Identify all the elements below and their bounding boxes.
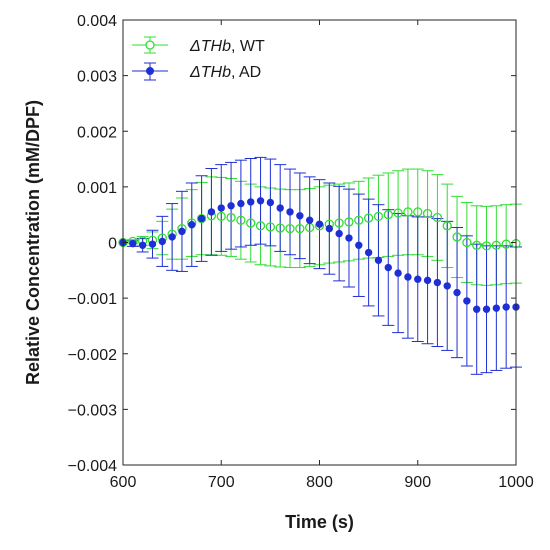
point-wt <box>216 211 226 222</box>
point-wt <box>334 218 344 228</box>
y-tick-label: 0 <box>108 236 117 253</box>
point-ad <box>355 241 363 249</box>
point-ad <box>148 240 157 248</box>
point-wt <box>413 207 423 217</box>
legend-suffix-wt: , WT <box>231 38 265 55</box>
point-ad <box>473 305 481 313</box>
point-ad <box>414 275 422 283</box>
legend-suffix-ad: , AD <box>231 64 261 81</box>
y-tick-label: 0.001 <box>77 180 117 197</box>
markers <box>118 197 521 313</box>
y-tick-label: −0.004 <box>68 458 117 475</box>
y-tick-label: 0.003 <box>77 69 117 86</box>
x-tick-label: 600 <box>110 474 137 491</box>
point-ad <box>433 278 442 287</box>
legend: ΔTHb, WT ΔTHb, AD <box>132 36 265 81</box>
point-ad <box>168 233 176 241</box>
point-wt <box>432 212 443 223</box>
point-wt <box>236 215 246 225</box>
legend-marker-wt <box>132 36 168 54</box>
point-wt <box>491 240 502 250</box>
point-ad <box>227 202 235 210</box>
point-ad <box>197 214 206 223</box>
point-wt <box>265 222 276 232</box>
y-tick-labels: 0.004 0.003 0.002 0.001 0 −0.001 −0.002 −0.003 −… <box>68 13 117 475</box>
legend-symbol-wt: ΔTHb <box>189 38 231 55</box>
point-ad <box>158 237 166 246</box>
point-wt <box>363 213 374 223</box>
point-wt <box>373 211 384 222</box>
point-ad <box>286 208 294 216</box>
point-wt <box>246 218 256 228</box>
x-tick-label: 900 <box>404 474 431 491</box>
point-ad <box>423 276 432 285</box>
point-wt <box>226 212 236 223</box>
point-ad <box>325 224 334 233</box>
point-ad <box>364 248 373 257</box>
point-ad <box>463 297 471 305</box>
point-ad <box>207 208 216 216</box>
y-tick-label: −0.003 <box>68 402 117 419</box>
point-wt <box>255 221 266 231</box>
point-ad <box>138 241 147 249</box>
point-wt <box>344 217 354 227</box>
point-ad <box>188 220 196 229</box>
y-axis-title: Relative Concentration (mM/DPF) <box>23 100 43 385</box>
point-ad <box>443 282 451 290</box>
point-wt <box>196 213 207 224</box>
point-wt <box>354 215 364 225</box>
point-wt <box>481 241 492 251</box>
point-wt <box>295 223 305 234</box>
point-ad <box>335 229 343 238</box>
point-ad <box>237 199 245 208</box>
y-tick-label: −0.001 <box>68 291 117 308</box>
y-tick-label: 0.004 <box>77 13 117 30</box>
ticks <box>122 19 517 466</box>
point-ad <box>374 256 383 264</box>
x-tick-label: 800 <box>306 474 333 491</box>
point-wt <box>275 223 285 233</box>
point-ad <box>404 273 412 281</box>
x-tick-labels: 600 700 800 900 1000 <box>110 474 534 491</box>
point-ad <box>384 263 392 272</box>
y-tick-label: 0.002 <box>77 124 117 141</box>
point-wt <box>501 239 511 249</box>
point-ad <box>247 198 255 206</box>
point-wt <box>403 207 413 217</box>
x-axis-title: Time (s) <box>285 512 354 532</box>
point-wt <box>452 232 462 242</box>
x-tick-label: 1000 <box>498 474 534 491</box>
legend-marker-ad <box>132 62 168 81</box>
point-wt <box>462 237 472 248</box>
legend-label-wt: ΔTHb, WT <box>189 38 265 55</box>
legend-label-ad: ΔTHb, AD <box>189 64 261 81</box>
point-wt <box>393 208 403 218</box>
point-ad <box>482 305 491 313</box>
point-wt <box>442 221 452 231</box>
point-ad <box>492 304 501 312</box>
point-ad <box>305 216 314 224</box>
point-ad <box>256 197 265 205</box>
x-tick-label: 700 <box>208 474 235 491</box>
point-ad <box>502 303 510 311</box>
point-ad <box>394 269 402 277</box>
point-wt <box>285 223 295 234</box>
point-wt <box>383 210 393 220</box>
point-ad <box>276 204 284 212</box>
point-ad <box>266 198 275 207</box>
point-ad <box>315 220 324 228</box>
point-ad <box>453 288 461 297</box>
point-ad <box>296 212 304 220</box>
point-wt <box>422 208 433 219</box>
legend-symbol-ad: ΔTHb <box>189 64 231 81</box>
point-ad <box>345 234 353 242</box>
point-ad <box>217 204 225 212</box>
y-tick-label: −0.002 <box>68 347 117 364</box>
point-ad <box>178 227 186 236</box>
point-wt <box>472 240 482 250</box>
error-bars <box>126 156 522 375</box>
point-ad <box>129 239 137 248</box>
